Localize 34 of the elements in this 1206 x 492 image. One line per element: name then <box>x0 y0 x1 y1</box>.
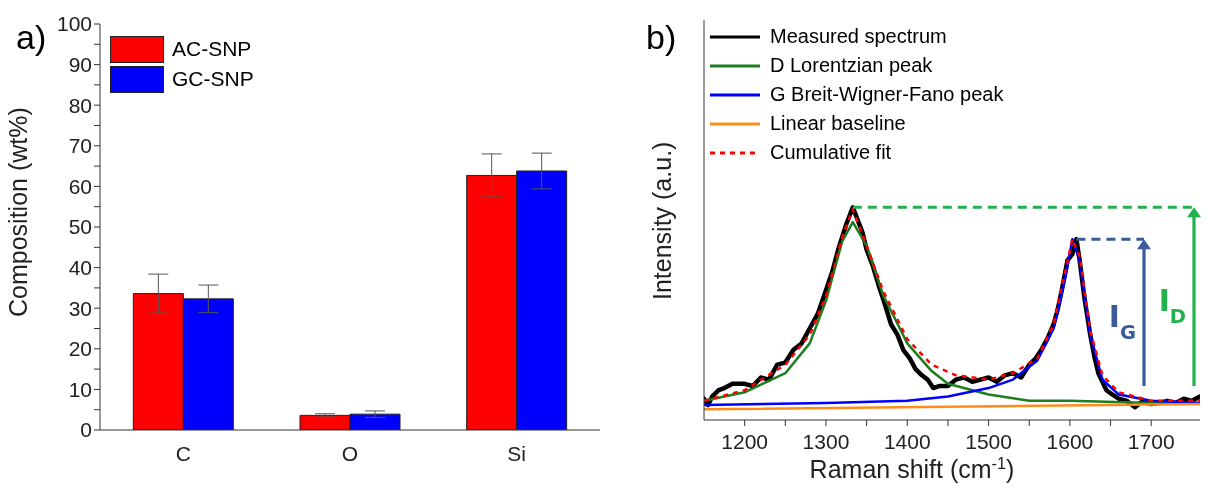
legend-label: Linear baseline <box>770 111 906 136</box>
chart-title: a) <box>16 18 47 57</box>
x-tick-label: C <box>175 441 191 465</box>
annotation: I$_{G}$ <box>1108 298 1136 344</box>
x-axis-title: Raman shift (cm$^{-1}$) <box>809 454 1015 483</box>
y-tick-label: 50 <box>68 215 92 239</box>
x-tick-label: 1300 <box>802 429 850 453</box>
x-tick-label: 1600 <box>1046 429 1094 453</box>
legend-label: G Breit-Wigner-Fano peak <box>770 82 1004 107</box>
x-tick-label: 1400 <box>883 429 931 453</box>
legend-label: D Lorentzian peak <box>770 53 933 78</box>
y-tick-label: 80 <box>68 93 92 117</box>
y-tick-label: 20 <box>68 337 92 361</box>
x-tick-label: O <box>341 441 359 465</box>
legend-label: AC-SNP <box>172 36 252 62</box>
legend-label: Cumulative fit <box>770 140 892 165</box>
annotation: I$_{D}$ <box>1158 282 1186 328</box>
y-axis-title: Intensity (a.u.) <box>647 141 676 300</box>
y-tick-label: 100 <box>56 12 92 36</box>
y-tick-label: 70 <box>68 134 92 158</box>
x-tick-label: 1700 <box>1127 429 1175 453</box>
legend-label: Measured spectrum <box>770 24 947 49</box>
y-axis-title: Composition (wt%) <box>3 107 32 317</box>
chart-title: b) <box>646 18 677 57</box>
y-tick-label: 60 <box>68 174 92 198</box>
y-tick-label: 0 <box>80 418 92 442</box>
x-tick-label: 1200 <box>721 429 769 453</box>
y-tick-label: 90 <box>68 53 92 77</box>
legend-label: GC-SNP <box>172 66 254 92</box>
x-tick-label: 1500 <box>965 429 1012 453</box>
x-tick-label: Si <box>507 441 527 465</box>
y-tick-label: 10 <box>68 377 92 401</box>
y-tick-label: 40 <box>68 256 92 280</box>
y-tick-label: 30 <box>68 296 92 320</box>
